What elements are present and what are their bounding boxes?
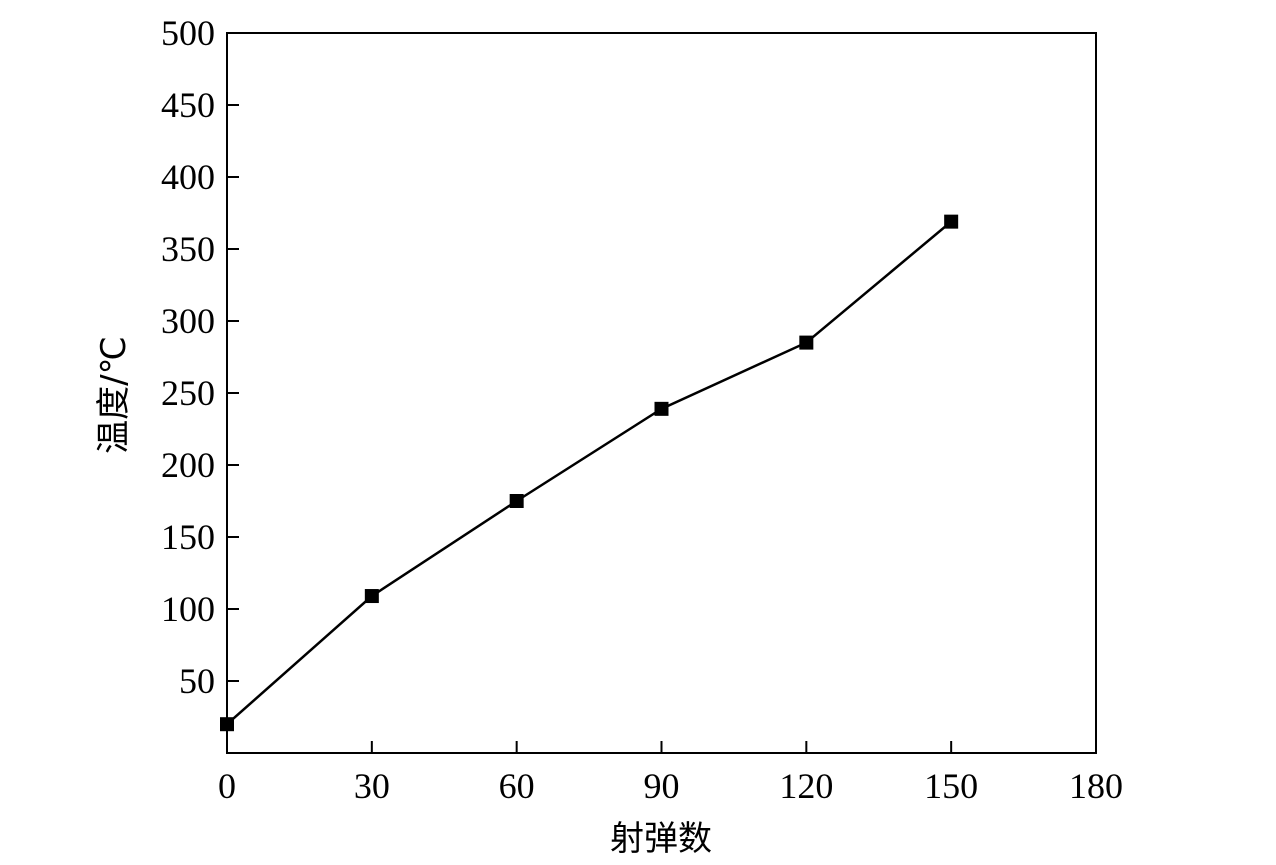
x-axis-ticks: 0 30 60 90 120 150 180: [218, 741, 1123, 806]
x-tick-label: 150: [924, 766, 978, 806]
y-axis-label: 温度/℃: [94, 336, 134, 454]
y-tick-label: 150: [161, 517, 215, 557]
series-group: [220, 214, 959, 732]
x-tick-label: 0: [218, 766, 236, 806]
x-tick-label: 180: [1069, 766, 1123, 806]
y-tick-label: 300: [161, 301, 215, 341]
series-line: [226, 220, 952, 726]
y-axis-ticks: 50 100 150 200 250 300 350 400 450 500: [161, 13, 239, 701]
data-point: [944, 214, 959, 229]
data-point: [220, 717, 234, 732]
x-tick-label: 60: [499, 766, 535, 806]
y-tick-label: 400: [161, 157, 215, 197]
data-point: [509, 494, 524, 508]
data-point: [364, 589, 379, 604]
data-point: [799, 335, 814, 350]
y-tick-label: 250: [161, 373, 215, 413]
y-tick-label: 450: [161, 85, 215, 125]
y-tick-label: 350: [161, 229, 215, 269]
x-tick-label: 120: [779, 766, 833, 806]
x-axis-label: 射弹数: [610, 819, 712, 859]
y-tick-label: 50: [179, 661, 215, 701]
data-point: [654, 401, 669, 416]
x-tick-label: 30: [354, 766, 390, 806]
y-tick-label: 500: [161, 13, 215, 53]
y-tick-label: 200: [161, 445, 215, 485]
x-tick-label: 90: [644, 766, 680, 806]
y-tick-label: 100: [161, 589, 215, 629]
plot-frame: [226, 32, 1097, 754]
